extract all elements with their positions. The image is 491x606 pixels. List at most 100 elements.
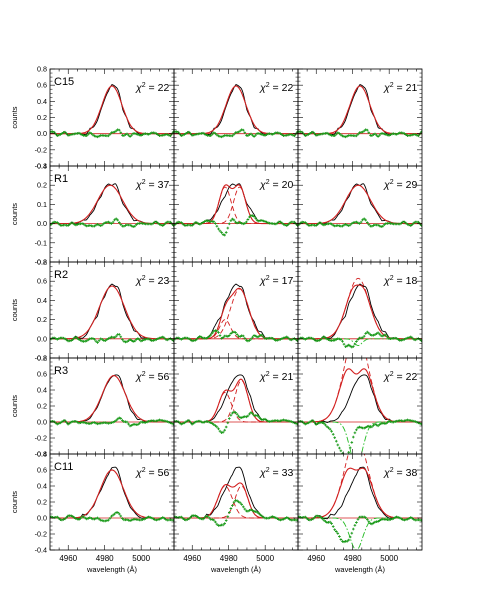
residual-point xyxy=(100,223,104,227)
residual-point xyxy=(335,132,338,136)
residual-point xyxy=(220,231,223,234)
residual-point xyxy=(333,134,336,137)
emission-component-curve xyxy=(174,186,298,225)
residual-point xyxy=(116,417,119,421)
residual-point xyxy=(248,339,251,342)
y-tick-label: 0.1 xyxy=(37,200,47,209)
residual-point xyxy=(152,221,155,225)
residual-point xyxy=(362,217,366,221)
chi2-label: χ2 = 29 xyxy=(383,179,417,191)
residual-point xyxy=(316,422,319,425)
residual-point xyxy=(330,522,333,525)
residual-point xyxy=(350,345,354,349)
residual-point xyxy=(322,223,326,227)
residual-point xyxy=(127,339,130,342)
residual-point xyxy=(83,516,87,520)
residual-point xyxy=(180,221,183,224)
residual-point xyxy=(324,336,327,340)
residual-point xyxy=(389,518,392,521)
residual-point xyxy=(246,218,250,221)
residual-point xyxy=(338,446,341,450)
residual-point xyxy=(77,338,81,341)
residual-point xyxy=(124,224,127,227)
residual-point xyxy=(200,335,203,339)
residual-point xyxy=(88,422,92,425)
residual-point xyxy=(403,419,406,423)
x-tick-label: 4980 xyxy=(96,554,114,563)
residual-point xyxy=(324,223,327,226)
residual-point xyxy=(68,133,71,137)
residual-point xyxy=(209,421,212,424)
y-axis-label: counts xyxy=(10,106,19,128)
panel-C15-1: -0.4 -0.2 0.0 0.2 0.4 0.6 0.8 χ2 = 22 C15 counts xyxy=(10,65,175,171)
residual-point xyxy=(220,431,223,434)
residual-point xyxy=(257,512,261,515)
residual-point xyxy=(65,132,68,135)
panel-plot xyxy=(298,277,422,349)
data-spectrum-line xyxy=(298,283,422,342)
residual-point xyxy=(305,422,309,425)
residual-point xyxy=(93,338,96,341)
residual-point xyxy=(265,220,268,224)
residual-point xyxy=(257,132,261,135)
residual-point xyxy=(201,131,205,135)
chi2-symbol: χ xyxy=(135,371,142,383)
residual-point xyxy=(379,225,383,228)
residual-point xyxy=(362,426,366,430)
chi2-value: = 22 xyxy=(270,82,294,94)
residual-point xyxy=(153,131,157,135)
y-tick-label: 0.0 xyxy=(37,219,47,228)
residual-point xyxy=(133,224,137,228)
chi2-label: χ2 = 56 xyxy=(135,371,169,383)
residual-point xyxy=(226,226,230,230)
residual-point xyxy=(313,338,316,342)
residual-point xyxy=(362,334,366,338)
residual-point xyxy=(392,517,395,520)
residual-point xyxy=(240,416,243,419)
residual-point xyxy=(166,133,169,136)
x-tick-label: 4960 xyxy=(183,554,201,563)
residual-point xyxy=(347,343,350,347)
residual-point xyxy=(246,509,250,513)
residual-point xyxy=(420,130,422,134)
residual-point xyxy=(404,133,408,136)
residual-point xyxy=(127,422,130,426)
residual-point xyxy=(135,223,138,226)
residual-point xyxy=(409,224,412,227)
residual-point xyxy=(73,223,76,226)
residual-point xyxy=(344,223,347,226)
residual-point xyxy=(254,334,257,338)
residual-point xyxy=(410,133,414,137)
residual-point xyxy=(415,133,419,137)
residual-point xyxy=(133,132,137,135)
chi2-value: = 21 xyxy=(394,82,418,94)
row-label: R2 xyxy=(54,269,68,281)
chi2-exponent: 2 xyxy=(142,371,146,378)
residual-point xyxy=(125,132,129,136)
residual-point xyxy=(161,516,164,519)
emission-component-curve xyxy=(174,288,298,340)
residual-point xyxy=(352,435,355,439)
residual-point xyxy=(82,421,85,424)
y-tick-label: 0.3 xyxy=(37,162,47,171)
residual-point xyxy=(87,132,90,136)
panel-plot xyxy=(50,283,174,344)
x-tick-label: 5000 xyxy=(132,554,150,563)
residual-point xyxy=(263,417,267,421)
x-tick-label: 5000 xyxy=(380,554,398,563)
residual-point xyxy=(308,420,312,424)
panel-plot xyxy=(174,183,298,237)
residual-point xyxy=(359,426,363,429)
residual-point xyxy=(221,523,225,527)
chi2-symbol: χ xyxy=(259,179,266,191)
residual-point xyxy=(254,510,257,513)
residual-point xyxy=(217,427,220,431)
chi2-value: = 23 xyxy=(146,275,170,287)
residual-point xyxy=(54,421,57,425)
residual-point xyxy=(195,515,199,518)
residual-point xyxy=(387,134,391,137)
residual-point xyxy=(223,233,226,237)
y-tick-label: 0.2 xyxy=(37,113,47,122)
panel-plot xyxy=(174,83,298,139)
residual-point xyxy=(221,233,225,236)
